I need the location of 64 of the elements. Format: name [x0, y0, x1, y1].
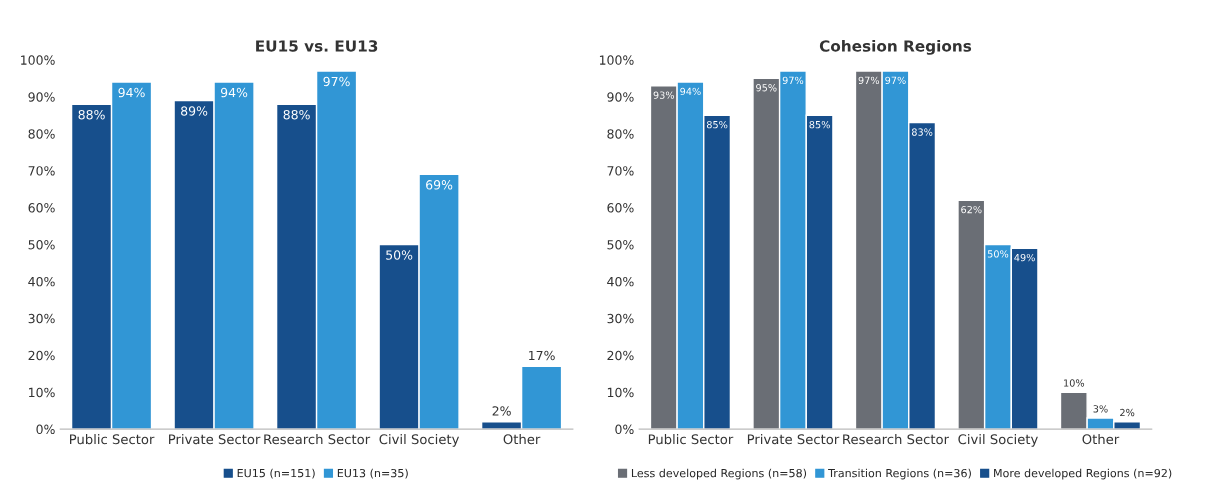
data-label: 49% — [1014, 253, 1035, 262]
data-label: 95% — [756, 84, 777, 92]
y-tick-label: 100% — [599, 55, 634, 65]
y-tick-label: 90% — [607, 92, 634, 102]
x-tick-label: Civil Society — [958, 434, 1038, 447]
y-tick-label: 20% — [607, 350, 634, 361]
legend-label: EU13 (n=35) — [337, 468, 408, 479]
data-label: 85% — [809, 120, 830, 129]
data-label: 94% — [220, 87, 248, 98]
data-label: 69% — [426, 180, 453, 190]
data-label: 93% — [653, 91, 675, 99]
data-label: 50% — [987, 250, 1009, 258]
x-tick-label: Other — [503, 434, 541, 445]
x-tick-label: Private Sector — [169, 434, 261, 445]
y-tick-label: 50% — [28, 239, 55, 250]
y-tick-label: 60% — [607, 203, 634, 213]
data-label: 85% — [706, 120, 728, 129]
chart-title: Cohesion Regions — [819, 39, 972, 55]
y-tick-label: 0% — [615, 424, 634, 435]
chart-title: EU15 vs. EU13 — [256, 40, 378, 52]
x-tick-label: Civil Society — [379, 434, 460, 447]
data-label: 89% — [181, 106, 208, 116]
y-tick-label: 10% — [29, 387, 55, 398]
data-label: 2% — [1120, 408, 1135, 417]
legend-label: Transition Regions (n=36) — [828, 468, 971, 480]
data-label: 97% — [858, 76, 880, 85]
y-tick-label: 80% — [607, 129, 634, 139]
data-label: 88% — [78, 109, 105, 120]
x-tick-label: Research Sector — [843, 434, 950, 445]
data-label: 50% — [386, 250, 413, 260]
data-label: 94% — [118, 87, 145, 98]
data-label: 3% — [1093, 405, 1108, 413]
legend-label: More developed Regions (n=92) — [994, 468, 1172, 480]
y-tick-label: 70% — [607, 166, 634, 176]
data-label: 94% — [680, 87, 701, 96]
data-label: 10% — [1064, 379, 1085, 387]
legend-label: EU15 (n=151) — [237, 468, 315, 479]
y-tick-label: 100% — [21, 55, 55, 65]
y-tick-label: 30% — [607, 313, 634, 324]
y-tick-label: 50% — [607, 239, 634, 250]
y-tick-label: 70% — [28, 166, 55, 176]
x-tick-label: Public Sector — [70, 434, 155, 445]
data-label: 88% — [283, 109, 310, 120]
y-tick-label: 40% — [28, 276, 55, 287]
data-label: 62% — [961, 205, 982, 214]
data-label: 97% — [323, 76, 350, 87]
x-tick-label: Other — [1082, 434, 1120, 445]
y-tick-label: 30% — [28, 313, 55, 324]
y-tick-label: 0% — [36, 424, 55, 435]
y-tick-label: 60% — [28, 203, 55, 213]
data-label: 97% — [782, 76, 804, 85]
x-tick-label: Private Sector — [747, 434, 840, 445]
data-label: 2% — [492, 406, 511, 416]
data-label: 83% — [911, 128, 933, 136]
y-tick-label: 80% — [28, 129, 55, 139]
y-tick-label: 10% — [607, 387, 634, 398]
x-tick-label: Public Sector — [648, 434, 734, 445]
data-label: 17% — [529, 350, 555, 361]
data-label: 97% — [885, 76, 906, 85]
x-tick-label: Research Sector — [264, 434, 371, 445]
y-tick-label: 20% — [28, 350, 55, 361]
y-tick-label: 40% — [607, 276, 634, 287]
legend-label: Less developed Regions (n=58) — [631, 468, 807, 480]
y-tick-label: 90% — [28, 92, 55, 102]
